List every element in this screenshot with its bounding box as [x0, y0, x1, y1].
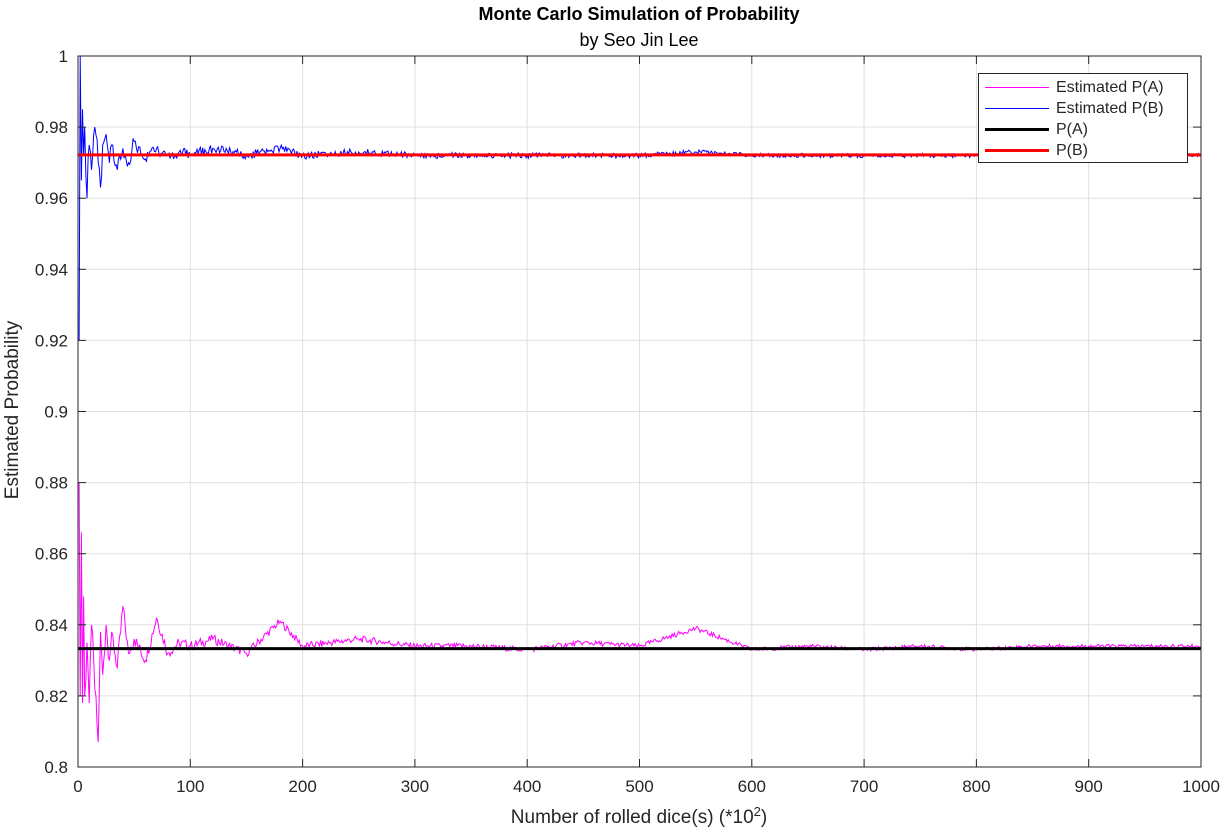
legend-label-pb: P(B): [1056, 141, 1088, 159]
x-tick-label: 1000: [1182, 777, 1220, 796]
y-tick-label: 0.8: [44, 758, 68, 777]
legend-swatch-pb: [985, 149, 1049, 152]
x-tick-label: 900: [1075, 777, 1103, 796]
legend-item-pa: P(A): [985, 119, 1187, 140]
y-axis-label: Estimated Probability: [2, 320, 23, 499]
x-tick-label: 600: [738, 777, 766, 796]
y-tick-label: 0.86: [35, 545, 68, 564]
y-tick-label: 0.98: [35, 118, 68, 137]
x-tick-label: 100: [176, 777, 204, 796]
y-tick-label: 0.84: [35, 616, 68, 635]
y-tick-label: 0.92: [35, 331, 68, 350]
x-tick-label: 200: [288, 777, 316, 796]
y-tick-label: 0.88: [35, 474, 68, 493]
x-axis-label-superscript: 2: [754, 804, 761, 819]
x-tick-label: 500: [625, 777, 653, 796]
legend-item-pb: P(B): [985, 140, 1187, 161]
legend[interactable]: Estimated P(A) Estimated P(B) P(A) P(B): [978, 73, 1188, 163]
legend-label-estimated-pa: Estimated P(A): [1056, 78, 1164, 96]
ticks: 0 100 200 300 400 500 600 700 800 900 1000 0.8 0.82 0…: [35, 47, 1220, 796]
x-tick-label: 800: [962, 777, 990, 796]
series-line-estimated-p-a: [78, 482, 1202, 743]
x-axis-label-close: ): [761, 807, 767, 828]
legend-label-estimated-pb: Estimated P(B): [1056, 99, 1164, 117]
legend-label-pa: P(A): [1056, 120, 1088, 138]
chart-title: Monte Carlo Simulation of Probability: [478, 4, 799, 24]
y-tick-label: 0.9: [44, 403, 68, 422]
x-tick-label: 0: [73, 777, 82, 796]
x-tick-label: 400: [513, 777, 541, 796]
y-tick-label: 0.96: [35, 189, 68, 208]
y-tick-label: 0.94: [35, 260, 68, 279]
x-axis-label-main: Number of rolled dice(s) (*10: [511, 807, 754, 828]
y-tick-label: 1: [59, 47, 68, 66]
legend-swatch-estimated-pa: [985, 87, 1049, 88]
x-axis-label: Number of rolled dice(s) (*102): [511, 804, 767, 828]
legend-swatch-pa: [985, 128, 1049, 131]
y-tick-label: 0.82: [35, 687, 68, 706]
x-tick-label: 700: [850, 777, 878, 796]
x-tick-label: 300: [401, 777, 429, 796]
chart-subtitle: by Seo Jin Lee: [579, 30, 698, 50]
legend-item-estimated-pa: Estimated P(A): [985, 77, 1187, 98]
legend-swatch-estimated-pb: [985, 108, 1049, 109]
legend-item-estimated-pb: Estimated P(B): [985, 98, 1187, 119]
